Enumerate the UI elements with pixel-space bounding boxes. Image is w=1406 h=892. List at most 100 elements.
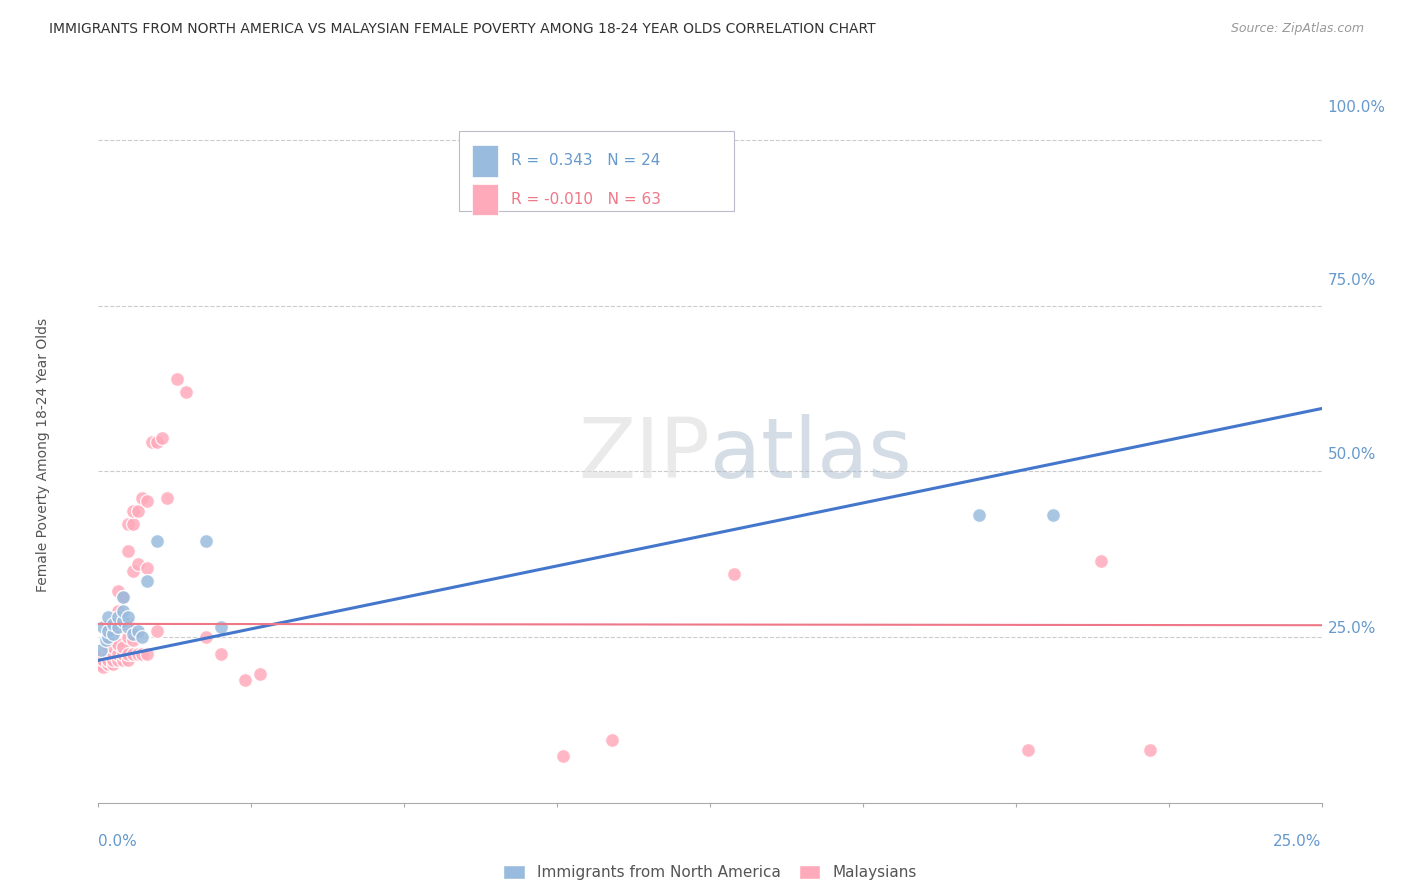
Text: 75.0%: 75.0% bbox=[1327, 274, 1376, 288]
Bar bbox=[471, 184, 498, 215]
Point bbox=[1090, 554, 1112, 568]
Point bbox=[107, 637, 129, 651]
Point bbox=[91, 653, 114, 667]
Point bbox=[107, 620, 129, 634]
Point bbox=[97, 657, 120, 671]
Point bbox=[101, 653, 124, 667]
Point bbox=[111, 614, 134, 628]
Text: 50.0%: 50.0% bbox=[1327, 448, 1376, 462]
Point bbox=[166, 372, 188, 386]
Point bbox=[1042, 508, 1064, 522]
Point bbox=[127, 504, 149, 518]
Point bbox=[111, 604, 134, 618]
Point bbox=[117, 544, 139, 558]
Point bbox=[156, 491, 179, 505]
Text: 100.0%: 100.0% bbox=[1327, 100, 1386, 114]
Text: 0.0%: 0.0% bbox=[98, 834, 138, 849]
Text: 25.0%: 25.0% bbox=[1274, 834, 1322, 849]
Point bbox=[90, 657, 112, 671]
Point bbox=[90, 643, 112, 657]
Point bbox=[107, 647, 129, 661]
Point bbox=[97, 630, 120, 644]
Point bbox=[209, 620, 232, 634]
FancyBboxPatch shape bbox=[460, 131, 734, 211]
Point bbox=[117, 647, 139, 661]
Text: Female Poverty Among 18-24 Year Olds: Female Poverty Among 18-24 Year Olds bbox=[37, 318, 51, 592]
Point bbox=[91, 647, 114, 661]
Point bbox=[97, 647, 120, 661]
Point bbox=[107, 653, 129, 667]
Text: Source: ZipAtlas.com: Source: ZipAtlas.com bbox=[1230, 22, 1364, 36]
Point bbox=[127, 647, 149, 661]
Point bbox=[107, 604, 129, 618]
Point bbox=[101, 657, 124, 671]
Point bbox=[101, 627, 124, 641]
Point bbox=[107, 583, 129, 598]
Point bbox=[111, 653, 134, 667]
Text: R =  0.343   N = 24: R = 0.343 N = 24 bbox=[510, 153, 659, 169]
Point bbox=[111, 591, 134, 605]
Point bbox=[121, 564, 143, 578]
Point bbox=[146, 534, 169, 549]
Point bbox=[136, 574, 159, 588]
Point bbox=[117, 630, 139, 644]
Point bbox=[249, 666, 271, 681]
Point bbox=[94, 640, 117, 654]
Point bbox=[91, 660, 114, 674]
Text: 25.0%: 25.0% bbox=[1327, 622, 1376, 636]
Point bbox=[117, 620, 139, 634]
Point bbox=[553, 749, 575, 764]
Point bbox=[136, 494, 159, 508]
Point bbox=[97, 640, 120, 654]
Point bbox=[131, 491, 153, 505]
Point bbox=[121, 517, 143, 532]
Text: atlas: atlas bbox=[710, 415, 911, 495]
Point bbox=[91, 620, 114, 634]
Point bbox=[107, 620, 129, 634]
Point bbox=[94, 633, 117, 648]
Text: ZIP: ZIP bbox=[578, 415, 710, 495]
Point bbox=[121, 647, 143, 661]
Point bbox=[127, 624, 149, 638]
Point bbox=[117, 653, 139, 667]
Point bbox=[121, 627, 143, 641]
Point bbox=[1017, 743, 1039, 757]
Point bbox=[111, 647, 134, 661]
Point bbox=[89, 650, 111, 665]
Point bbox=[101, 616, 124, 631]
Point bbox=[146, 624, 169, 638]
Point bbox=[117, 610, 139, 624]
Bar bbox=[471, 145, 498, 177]
Point bbox=[117, 616, 139, 631]
Point bbox=[209, 647, 232, 661]
Point bbox=[1139, 743, 1161, 757]
Point bbox=[97, 653, 120, 667]
Text: IMMIGRANTS FROM NORTH AMERICA VS MALAYSIAN FEMALE POVERTY AMONG 18-24 YEAR OLDS : IMMIGRANTS FROM NORTH AMERICA VS MALAYSI… bbox=[49, 22, 876, 37]
Point bbox=[723, 567, 745, 582]
Point bbox=[107, 610, 129, 624]
Point bbox=[195, 534, 218, 549]
Point bbox=[176, 384, 198, 399]
Point bbox=[600, 732, 623, 747]
Point bbox=[150, 431, 173, 445]
Point bbox=[127, 558, 149, 572]
Point bbox=[117, 517, 139, 532]
Point bbox=[111, 640, 134, 654]
Point bbox=[101, 630, 124, 644]
Point bbox=[136, 560, 159, 574]
Point bbox=[121, 504, 143, 518]
Point bbox=[111, 591, 134, 605]
Point bbox=[101, 640, 124, 654]
Point bbox=[195, 630, 218, 644]
Point bbox=[141, 434, 163, 449]
Point bbox=[97, 610, 120, 624]
Point bbox=[967, 508, 990, 522]
Text: R = -0.010   N = 63: R = -0.010 N = 63 bbox=[510, 192, 661, 207]
Point bbox=[111, 616, 134, 631]
Legend: Immigrants from North America, Malaysians: Immigrants from North America, Malaysian… bbox=[496, 859, 924, 887]
Point bbox=[97, 624, 120, 638]
Point bbox=[101, 647, 124, 661]
Point bbox=[131, 647, 153, 661]
Point bbox=[146, 434, 169, 449]
Point bbox=[131, 630, 153, 644]
